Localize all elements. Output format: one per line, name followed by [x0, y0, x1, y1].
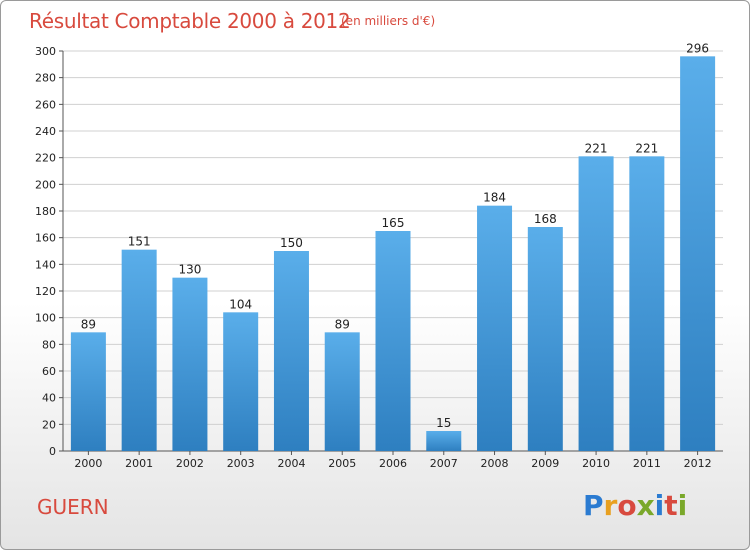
bar-2006	[375, 231, 411, 451]
bar-2005	[324, 332, 360, 451]
logo-letter: i	[654, 489, 665, 522]
y-tick-label: 60	[42, 365, 56, 378]
bar-2003	[223, 312, 259, 451]
data-label: 165	[382, 216, 405, 230]
y-tick-label: 260	[35, 98, 56, 111]
bar-2002	[172, 277, 208, 451]
label-layer: 89 151 130 104 150 89 165 15 184 168 221 221 296	[81, 41, 709, 430]
x-tick-label: 2011	[633, 457, 661, 470]
place-name: GUERN	[37, 495, 109, 519]
logo-letter: x	[636, 489, 655, 522]
y-tick-label: 120	[35, 285, 56, 298]
x-tick-label: 2000	[74, 457, 102, 470]
bar-2009	[527, 227, 563, 451]
bar-2011	[629, 156, 665, 452]
x-tick-label: 2012	[684, 457, 712, 470]
data-label: 150	[280, 236, 303, 250]
bar-2012	[680, 56, 716, 451]
logo-letter: i	[677, 489, 688, 522]
proxiti-logo[interactable]: Proxiti	[583, 489, 687, 522]
y-tick-label: 140	[35, 258, 56, 271]
axis-layer: 0 20 40 60 80 100 120 140 160 180 200 220 240 260 280 3…	[35, 45, 723, 470]
x-tick-label: 2010	[582, 457, 610, 470]
data-label: 151	[128, 235, 151, 249]
bar-layer	[70, 56, 716, 452]
data-label: 184	[483, 191, 506, 205]
logo-letter: t	[664, 489, 678, 522]
data-label: 89	[335, 317, 350, 331]
data-label: 221	[585, 141, 608, 155]
logo-letter: o	[617, 489, 637, 522]
logo-letter: P	[583, 489, 604, 522]
x-tick-label: 2007	[430, 457, 458, 470]
data-label: 104	[229, 297, 252, 311]
y-tick-label: 100	[35, 312, 56, 325]
x-tick-label: 2009	[531, 457, 559, 470]
y-tick-label: 200	[35, 178, 56, 191]
y-tick-label: 40	[42, 392, 56, 405]
y-tick-label: 280	[35, 72, 56, 85]
x-tick-label: 2003	[227, 457, 255, 470]
data-label: 15	[436, 416, 451, 430]
x-tick-label: 2004	[277, 457, 305, 470]
chart-subtitle: (en milliers d'€)	[341, 14, 436, 28]
chart-title: Résultat Comptable 2000 à 2012	[29, 9, 351, 33]
data-label: 168	[534, 212, 557, 226]
y-tick-label: 300	[35, 45, 56, 58]
bar-2004	[273, 251, 309, 451]
y-tick-label: 80	[42, 338, 56, 351]
y-tick-label: 160	[35, 232, 56, 245]
x-tick-label: 2002	[176, 457, 204, 470]
y-tick-label: 0	[49, 445, 56, 458]
bar-2001	[121, 249, 157, 451]
y-tick-label: 180	[35, 205, 56, 218]
bar-2010	[578, 156, 614, 452]
x-tick-label: 2006	[379, 457, 407, 470]
data-label: 296	[686, 41, 709, 55]
data-label: 130	[178, 263, 201, 277]
bar-2007	[426, 431, 462, 451]
data-label: 89	[81, 317, 96, 331]
x-tick-label: 2001	[125, 457, 153, 470]
logo-letter: r	[603, 489, 618, 522]
bar-2000	[70, 332, 106, 451]
data-label: 221	[635, 141, 658, 155]
y-tick-label: 20	[42, 418, 56, 431]
y-tick-label: 240	[35, 125, 56, 138]
x-tick-label: 2008	[481, 457, 509, 470]
y-tick-label: 220	[35, 152, 56, 165]
bar-2008	[477, 205, 513, 451]
x-tick-label: 2005	[328, 457, 356, 470]
